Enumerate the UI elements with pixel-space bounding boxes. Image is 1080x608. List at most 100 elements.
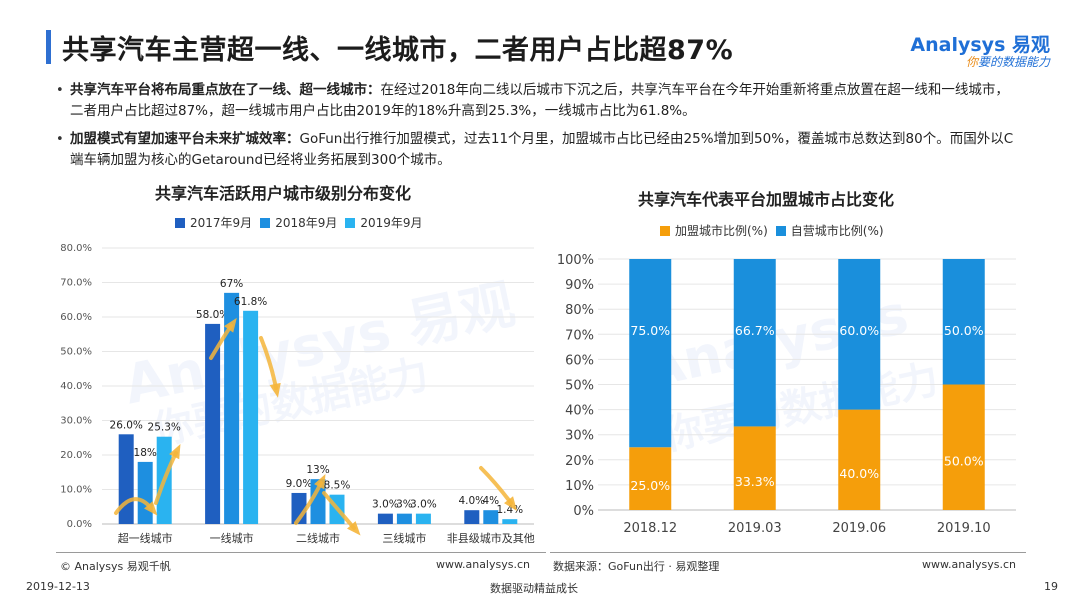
stack-data-label: 50.0% (944, 323, 984, 338)
y-tick-label: 80% (565, 303, 594, 318)
y-tick-label: 70% (565, 328, 594, 343)
legend-item-2018: 2018年9月 (260, 214, 337, 231)
y-tick-label: 20.0% (60, 450, 92, 461)
stack-加盟城市比例(%)-2019.10 (943, 385, 985, 511)
y-tick-label: 50% (565, 379, 594, 394)
bar-2019年9月-一线城市 (243, 311, 258, 524)
right-stacked-bar-chart: 0% 10% 20% 30% 40% 50% 60% 70% 80% 90% 100% 25.0% 75… (550, 245, 1026, 550)
y-tick-label: 80.0% (60, 243, 92, 254)
title-accent-bar (46, 30, 51, 64)
report-date: 2019-12-13 (26, 580, 90, 593)
y-tick-label: 0% (573, 504, 594, 519)
bar-data-label: 4.0% (458, 495, 485, 507)
bar-2017年9月-非县级城市及其他 (464, 510, 479, 524)
legend-item-2019: 2019年9月 (345, 214, 422, 231)
left-url: www.analysys.cn (436, 558, 530, 571)
data-source: 数据来源：GoFun出行 · 易观整理 (553, 558, 719, 574)
x-category-label: 三线城市 (382, 531, 426, 545)
bullet-item: 共享汽车平台将布局重点放在了一线、超一线城市：在经过2018年向二线以后城市下沉… (56, 80, 1016, 122)
legend-swatch (345, 218, 355, 228)
right-url: www.analysys.cn (922, 558, 1016, 571)
bar-data-label: 26.0% (110, 419, 143, 431)
left-chart-title: 共享汽车活跃用户城市级别分布变化 (155, 180, 411, 204)
legend-swatch (776, 226, 786, 236)
legend-swatch (175, 218, 185, 228)
left-copyright: © Analysys 易观千帆 (60, 558, 171, 574)
bar-2018年9月-超一线城市 (138, 462, 153, 524)
bar-data-label: 3.0% (410, 499, 437, 511)
bar-data-label: 13% (306, 464, 329, 476)
y-tick-label: 40.0% (60, 381, 92, 392)
bar-2017年9月-超一线城市 (119, 434, 134, 524)
bar-2017年9月-三线城市 (378, 514, 393, 524)
stack-自营城市比例(%)-2018.12 (629, 259, 671, 447)
bar-data-label: 3.0% (372, 499, 399, 511)
y-tick-label: 90% (565, 278, 594, 293)
legend-swatch (660, 226, 670, 236)
stack-data-label: 25.0% (630, 478, 670, 493)
bar-data-label: 67% (220, 278, 243, 290)
y-tick-label: 70.0% (60, 278, 92, 289)
y-tick-label: 50.0% (60, 347, 92, 358)
stack-加盟城市比例(%)-2019.03 (734, 426, 776, 510)
x-category-label: 非县级城市及其他 (447, 531, 535, 545)
x-category-label: 超一线城市 (118, 531, 173, 545)
x-category-label: 二线城市 (296, 531, 340, 545)
logo-tagline: 你要的数据能力 (966, 53, 1050, 70)
stack-自营城市比例(%)-2019.03 (734, 259, 776, 426)
stack-data-label: 50.0% (944, 453, 984, 468)
y-tick-label: 30% (565, 429, 594, 444)
stack-加盟城市比例(%)-2019.06 (838, 410, 880, 510)
slogan: 数据驱动精益成长 (490, 580, 578, 596)
logo-tagline-accent: 你 (966, 55, 978, 69)
page-number: 19 (1044, 580, 1058, 593)
y-tick-label: 60% (565, 353, 594, 368)
bullet-item: 加盟模式有望加速平台未来扩城效率：GoFun出行推行加盟模式，过去11个月里，加… (56, 129, 1016, 171)
y-tick-label: 40% (565, 404, 594, 419)
x-category-label: 一线城市 (210, 531, 254, 545)
x-category-label: 2019.06 (832, 521, 886, 536)
right-chart-legend: 加盟城市比例(%) 自营城市比例(%) (660, 222, 892, 239)
bar-data-label: 18% (134, 447, 157, 459)
stack-data-label: 75.0% (630, 323, 670, 338)
y-tick-label: 60.0% (60, 312, 92, 323)
y-tick-label: 10.0% (60, 485, 92, 496)
legend-item-self-run: 自营城市比例(%) (776, 222, 884, 239)
right-chart-title: 共享汽车代表平台加盟城市占比变化 (638, 186, 894, 210)
legend-swatch (260, 218, 270, 228)
bar-data-label: 61.8% (234, 296, 267, 308)
stack-data-label: 60.0% (839, 323, 879, 338)
left-chart-legend: 2017年9月 2018年9月 2019年9月 (175, 214, 431, 231)
x-category-label: 2019.03 (728, 521, 782, 536)
left-bar-chart: 0.0% 10.0% 20.0% 30.0% 40.0% 50.0% 60.0% 70.0% 8… (56, 238, 546, 550)
page-title: 共享汽车主营超一线、一线城市，二者用户占比超87% (62, 28, 733, 67)
legend-item-2017: 2017年9月 (175, 214, 252, 231)
bar-2018年9月-三线城市 (397, 514, 412, 524)
y-tick-label: 30.0% (60, 416, 92, 427)
bullet-lead: 加盟模式有望加速平台未来扩城效率： (70, 131, 300, 147)
stack-自营城市比例(%)-2019.10 (943, 259, 985, 385)
bar-data-label: 9.0% (286, 478, 313, 490)
left-divider (56, 552, 546, 553)
bullet-lead: 共享汽车平台将布局重点放在了一线、超一线城市： (70, 82, 381, 98)
y-tick-label: 100% (557, 253, 594, 268)
trend-arrow-curve (261, 338, 276, 388)
x-category-label: 2019.10 (937, 521, 991, 536)
x-category-label: 2018.12 (623, 521, 677, 536)
summary-bullets: 共享汽车平台将布局重点放在了一线、超一线城市：在经过2018年向二线以后城市下沉… (56, 80, 1016, 178)
stack-data-label: 40.0% (839, 466, 879, 481)
bar-2019年9月-非县级城市及其他 (502, 519, 517, 524)
y-tick-label: 20% (565, 454, 594, 469)
legend-item-franchise: 加盟城市比例(%) (660, 222, 768, 239)
bar-data-label: 25.3% (148, 422, 181, 434)
bar-2019年9月-三线城市 (416, 514, 431, 524)
trend-arrow-head (270, 383, 281, 398)
analysys-logo: Analysys 易观 你要的数据能力 (915, 30, 1050, 70)
stack-data-label: 66.7% (735, 323, 775, 338)
bar-data-label: 8.5% (324, 480, 351, 492)
y-tick-label: 10% (565, 479, 594, 494)
y-tick-label: 0.0% (67, 519, 92, 530)
right-divider (550, 552, 1026, 553)
stack-data-label: 33.3% (735, 474, 775, 489)
logo-tagline-rest: 要的数据能力 (978, 55, 1050, 69)
